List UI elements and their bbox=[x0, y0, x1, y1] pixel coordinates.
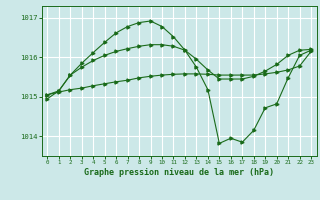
X-axis label: Graphe pression niveau de la mer (hPa): Graphe pression niveau de la mer (hPa) bbox=[84, 168, 274, 177]
